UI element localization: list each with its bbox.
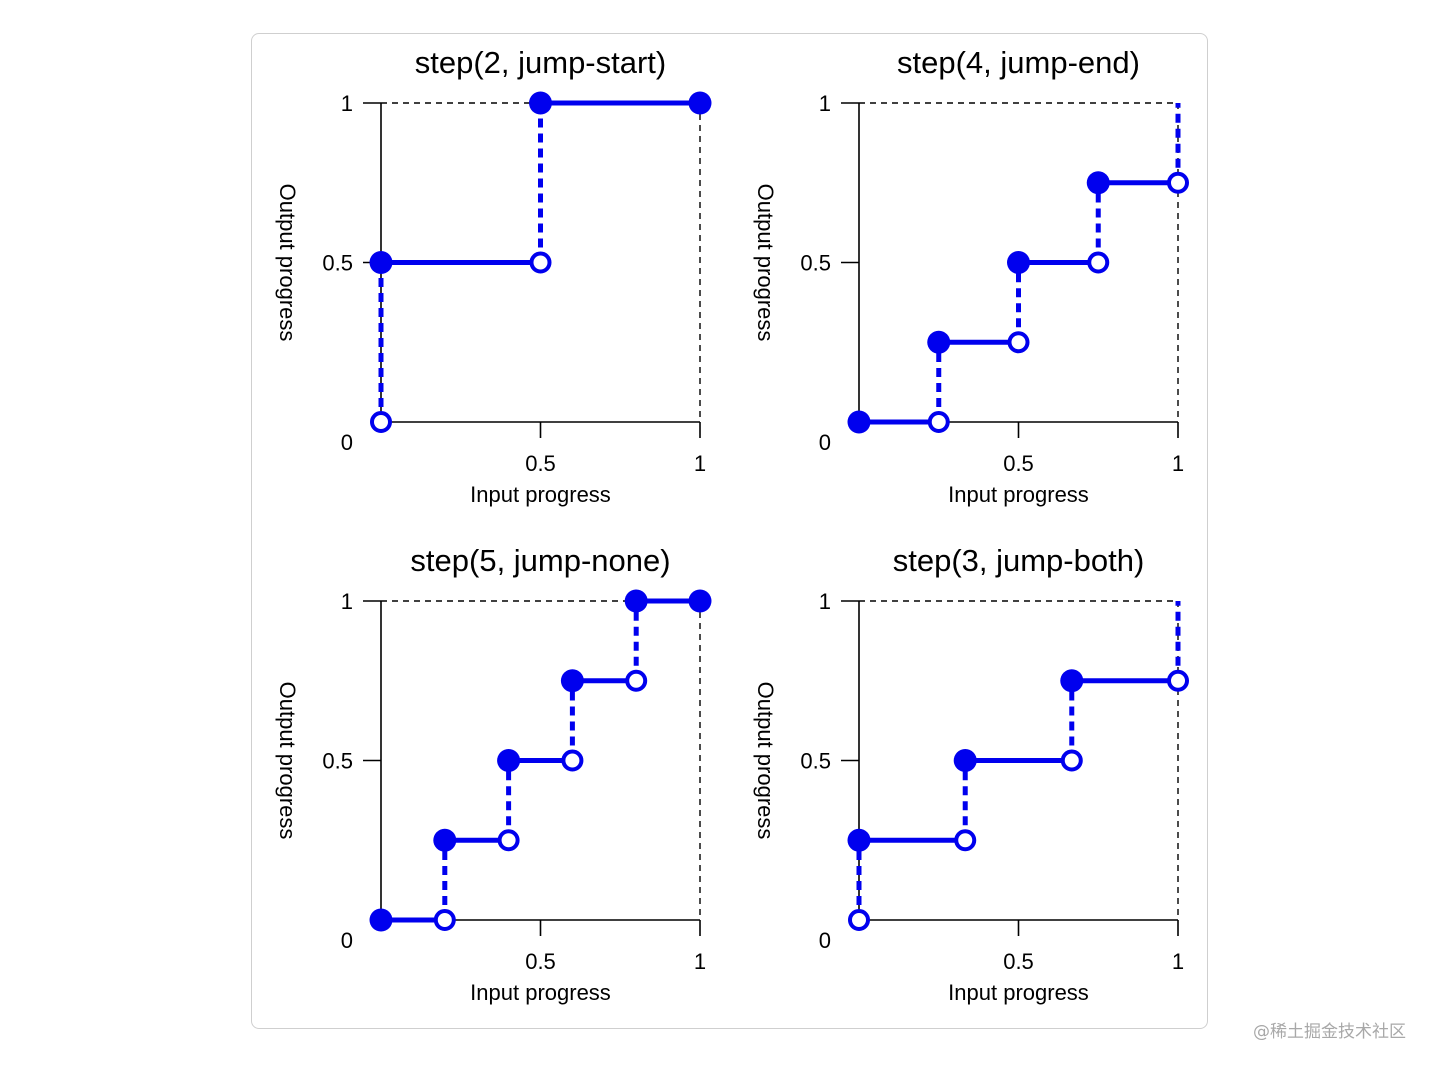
chart-title: step(5, jump-none) — [410, 543, 670, 578]
filled-point — [529, 91, 552, 115]
filled-point — [369, 908, 393, 932]
filled-point — [847, 828, 871, 852]
x-axis-label: Input progress — [470, 980, 611, 1005]
open-point — [370, 411, 392, 433]
chart-title: step(3, jump-both) — [893, 543, 1145, 578]
open-point — [927, 411, 950, 433]
y-tick-label: 1 — [341, 91, 353, 116]
filled-point — [497, 749, 521, 772]
x-tick-label: 1 — [694, 949, 706, 974]
open-point — [954, 829, 977, 852]
filled-point — [1060, 669, 1084, 693]
y-axis-label: Output progress — [275, 682, 300, 840]
y-tick-label: 1 — [819, 589, 831, 614]
filled-point — [847, 410, 871, 434]
y-tick-label: 1 — [341, 589, 353, 614]
x-tick-label: 1 — [1172, 451, 1184, 476]
filled-point — [433, 828, 457, 852]
x-tick-label: 0.5 — [1003, 949, 1034, 974]
filled-point — [1007, 251, 1030, 274]
y-tick-label: 0.5 — [800, 749, 831, 774]
chart-title: step(2, jump-start) — [415, 45, 667, 80]
open-point — [848, 909, 870, 931]
open-point — [1167, 171, 1189, 194]
open-point — [497, 829, 520, 852]
open-point — [1060, 749, 1083, 772]
y-axis-label: Output progress — [753, 682, 778, 840]
y-axis-label: Output progress — [753, 184, 778, 342]
chart-panel-2: step(4, jump-end) 0 0.5 1 0.5 1 Input progress… — [753, 45, 1189, 507]
filled-point — [560, 669, 584, 693]
filled-point — [688, 589, 712, 613]
x-tick-label: 1 — [1172, 949, 1184, 974]
chart-panel-1: step(2, jump-start) 0 0.5 1 0.5 1 Input progre… — [275, 45, 712, 507]
open-point — [529, 251, 552, 274]
x-axis-label: Input progress — [948, 980, 1089, 1005]
chart-panel-3: step(5, jump-none) 0 0.5 1 0.5 1 Input progres… — [275, 543, 712, 1005]
chart-title: step(4, jump-end) — [897, 45, 1140, 80]
y-tick-label: 0 — [819, 928, 831, 953]
filled-point — [369, 251, 393, 274]
filled-point — [688, 91, 712, 115]
y-tick-label: 0 — [819, 430, 831, 455]
chart-panel-4: step(3, jump-both) 0 0.5 1 0.5 1 Input progres… — [753, 543, 1189, 1005]
open-point — [625, 669, 648, 692]
filled-point — [1086, 171, 1110, 195]
filled-point — [927, 330, 951, 354]
open-point — [1167, 669, 1189, 692]
y-axis-label: Output progress — [275, 184, 300, 342]
open-point — [1087, 251, 1110, 274]
chart-card — [251, 33, 1208, 1029]
x-tick-label: 0.5 — [525, 949, 556, 974]
y-tick-label: 0.5 — [322, 749, 353, 774]
x-axis-label: Input progress — [470, 482, 611, 507]
y-tick-label: 1 — [819, 91, 831, 116]
filled-point — [953, 749, 977, 772]
x-tick-label: 0.5 — [1003, 451, 1034, 476]
x-axis-label: Input progress — [948, 482, 1089, 507]
x-tick-label: 0.5 — [525, 451, 556, 476]
y-tick-label: 0.5 — [800, 251, 831, 276]
open-point — [433, 909, 456, 931]
watermark-text: @稀土掘金技术社区 — [1253, 1022, 1406, 1042]
open-point — [1007, 331, 1030, 354]
open-point — [561, 749, 584, 772]
x-tick-label: 1 — [694, 451, 706, 476]
filled-point — [624, 589, 648, 613]
y-tick-label: 0.5 — [322, 251, 353, 276]
y-tick-label: 0 — [341, 430, 353, 455]
y-tick-label: 0 — [341, 928, 353, 953]
